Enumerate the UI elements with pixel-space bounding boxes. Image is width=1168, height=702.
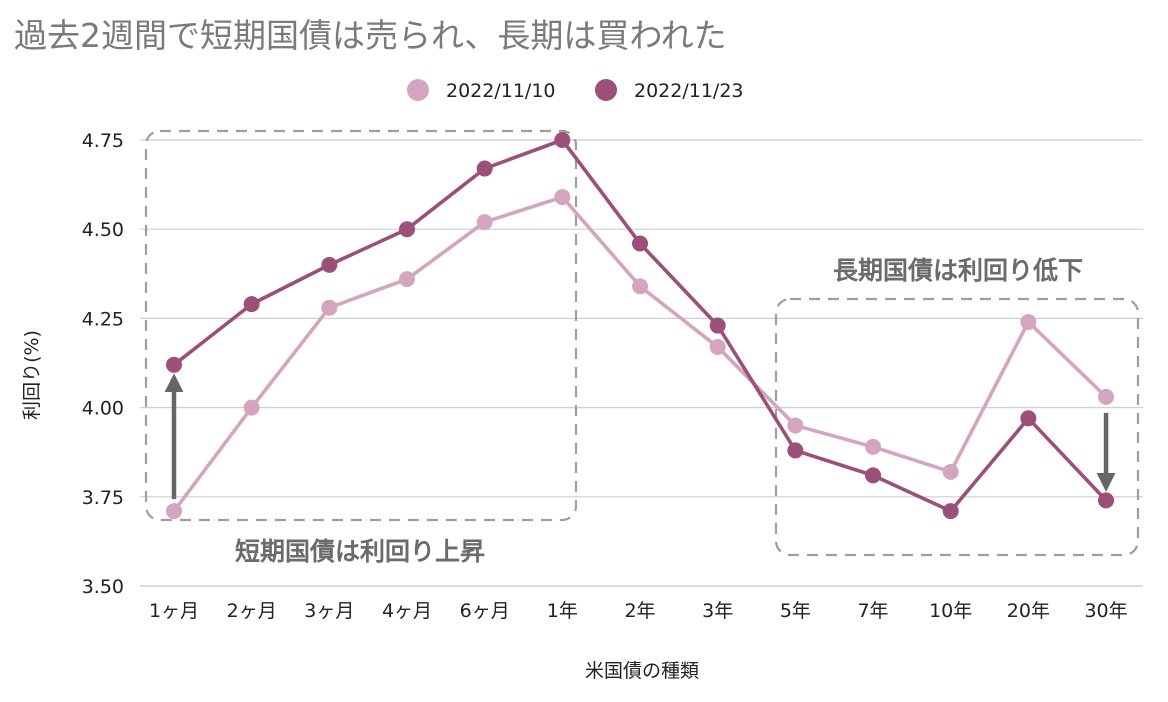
y-tick-label: 3.50 <box>82 576 124 598</box>
short-term-dashed-box <box>144 129 578 522</box>
x-tick-label: 6ヶ月 <box>460 600 510 622</box>
data-point <box>399 271 416 288</box>
data-point <box>942 463 959 480</box>
x-axis-ticks: 1ヶ月 2ヶ月 3ヶ月 4ヶ月 6ヶ月 1年 2年 3年 5年 7年 10年 20年 30年 <box>149 600 1128 622</box>
data-point <box>709 338 726 355</box>
data-point <box>321 299 338 316</box>
data-point <box>1020 313 1037 330</box>
y-axis-label: 利回り(%) <box>21 330 43 420</box>
y-tick-label: 4.50 <box>82 219 124 241</box>
data-point <box>554 132 571 148</box>
x-tick-label: 30年 <box>1084 600 1127 622</box>
data-point <box>1098 388 1115 405</box>
series-layer <box>166 132 1115 520</box>
legend-marker <box>407 79 429 101</box>
data-point <box>865 438 882 455</box>
data-point <box>787 442 804 459</box>
legend-item: 2022/11/23 <box>595 79 744 102</box>
data-point <box>243 399 260 416</box>
y-tick-label: 4.25 <box>82 308 124 330</box>
annotation-long-term: 長期国債は利回り低下 <box>833 256 1083 285</box>
long-term-dashed-box <box>774 297 1140 557</box>
chart-title: 過去2週間で短期国債は売られ、長期は買われた <box>14 16 727 55</box>
data-point <box>166 503 182 520</box>
y-axis-ticks: 3.50 3.75 4.00 4.25 4.50 4.75 <box>82 130 124 598</box>
data-point <box>1098 492 1115 509</box>
data-point <box>399 221 416 238</box>
data-point <box>709 317 726 334</box>
data-point <box>554 189 571 206</box>
x-tick-label: 2年 <box>624 600 655 622</box>
data-point <box>787 417 804 434</box>
legend-label: 2022/11/23 <box>634 80 744 102</box>
gridlines <box>140 139 1143 587</box>
x-tick-label: 5年 <box>780 600 811 622</box>
y-tick-label: 3.75 <box>82 487 124 509</box>
legend-item: 2022/11/10 <box>407 79 556 102</box>
data-point <box>476 214 493 231</box>
legend-label: 2022/11/10 <box>446 80 556 102</box>
y-tick-label: 4.00 <box>82 398 124 420</box>
y-tick-label: 4.75 <box>82 130 124 152</box>
data-point <box>166 356 182 373</box>
data-point <box>476 160 493 177</box>
x-tick-label: 20年 <box>1007 600 1050 622</box>
annotation-boxes <box>144 129 1140 557</box>
x-tick-label: 1ヶ月 <box>149 600 199 622</box>
x-tick-label: 3ヶ月 <box>304 600 354 622</box>
data-point <box>942 503 959 520</box>
series-2022/11/23 <box>166 132 1115 520</box>
data-point <box>632 235 649 252</box>
x-tick-label: 3年 <box>702 600 733 622</box>
legend: 2022/11/10 2022/11/23 <box>407 79 744 102</box>
x-tick-label: 4ヶ月 <box>382 600 432 622</box>
annotation-short-term: 短期国債は利回り上昇 <box>235 537 485 566</box>
series-2022/11/10 <box>166 189 1115 520</box>
data-point <box>865 467 882 484</box>
x-tick-label: 2ヶ月 <box>227 600 277 622</box>
data-point <box>243 296 260 313</box>
data-point <box>1020 410 1037 427</box>
arrows <box>164 373 1116 500</box>
x-axis-label: 米国債の種類 <box>585 660 699 682</box>
legend-marker <box>595 79 617 101</box>
x-tick-label: 7年 <box>857 600 888 622</box>
data-point <box>632 278 649 295</box>
x-tick-label: 10年 <box>929 600 972 622</box>
data-point <box>321 256 338 273</box>
x-tick-label: 1年 <box>547 600 578 622</box>
